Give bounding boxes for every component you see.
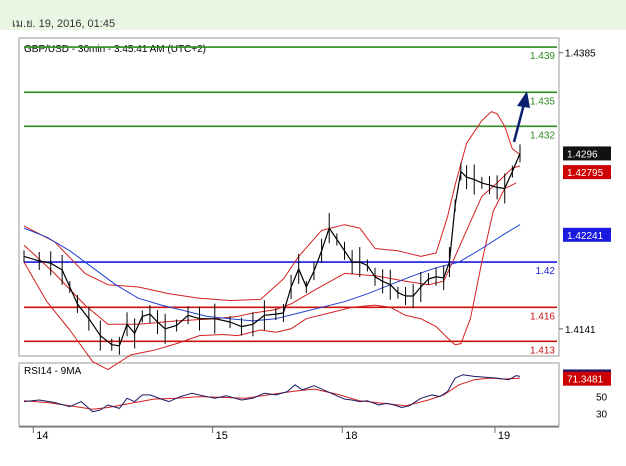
price-tag-red — [563, 165, 611, 180]
series-layer — [23, 111, 521, 371]
price-tag-label: 1.4296 — [567, 149, 598, 160]
rsi-tick-label: 30 — [596, 409, 608, 420]
y-tick-label: 1.4385 — [565, 49, 596, 60]
chart-title: GBP/USD - 30min - 3:45:41 AM (UTC+2) — [24, 44, 206, 55]
level-label: 1.413 — [530, 345, 555, 356]
bollinger-middle-line — [23, 165, 521, 325]
rsi-ma-line — [23, 377, 521, 410]
level-label: 1.432 — [530, 130, 555, 141]
levels-layer: 1.439 1.435 1.432 1.42 1.416 1.413 — [24, 46, 557, 356]
price-line — [23, 153, 521, 347]
price-tag-blue — [563, 227, 611, 242]
level-label: 1.439 — [530, 51, 555, 62]
projection-arrow-head — [517, 91, 530, 108]
rsi-layer — [23, 374, 521, 413]
bollinger-lower-line — [23, 182, 517, 371]
rsi-line — [23, 374, 521, 413]
x-tick-label: 19 — [498, 430, 510, 442]
price-tag-label: 1.42241 — [567, 231, 604, 242]
rsi-tick-label: 50 — [596, 393, 608, 404]
x-tick-label: 18 — [345, 430, 357, 442]
level-label: 1.435 — [530, 96, 555, 107]
level-label: 1.42 — [536, 266, 556, 277]
x-tick-label: 14 — [36, 430, 48, 442]
date-bar: เม.ย. 19, 2016, 01:45 — [0, 0, 626, 30]
projection-arrow-shaft — [512, 103, 526, 143]
price-tag-label: 71.3481 — [567, 375, 604, 386]
rsi-panel — [18, 362, 560, 427]
price-tag-red — [563, 371, 611, 386]
y-tick-label: 1.4141 — [565, 325, 596, 336]
price-tag-current — [563, 146, 611, 161]
bollinger-upper-line — [23, 111, 521, 301]
main-panel — [18, 37, 560, 357]
price-tag-label: 1.42795 — [567, 168, 604, 179]
level-label: 1.416 — [530, 311, 555, 322]
timestamp: เม.ย. 19, 2016, 01:45 — [12, 18, 116, 30]
x-tick-label: 15 — [216, 430, 228, 442]
rsi-label: RSI14 - 9MA — [24, 366, 82, 377]
axis-layer: 1.43851.41411.42961.427951.42241503073.9… — [32, 49, 611, 442]
